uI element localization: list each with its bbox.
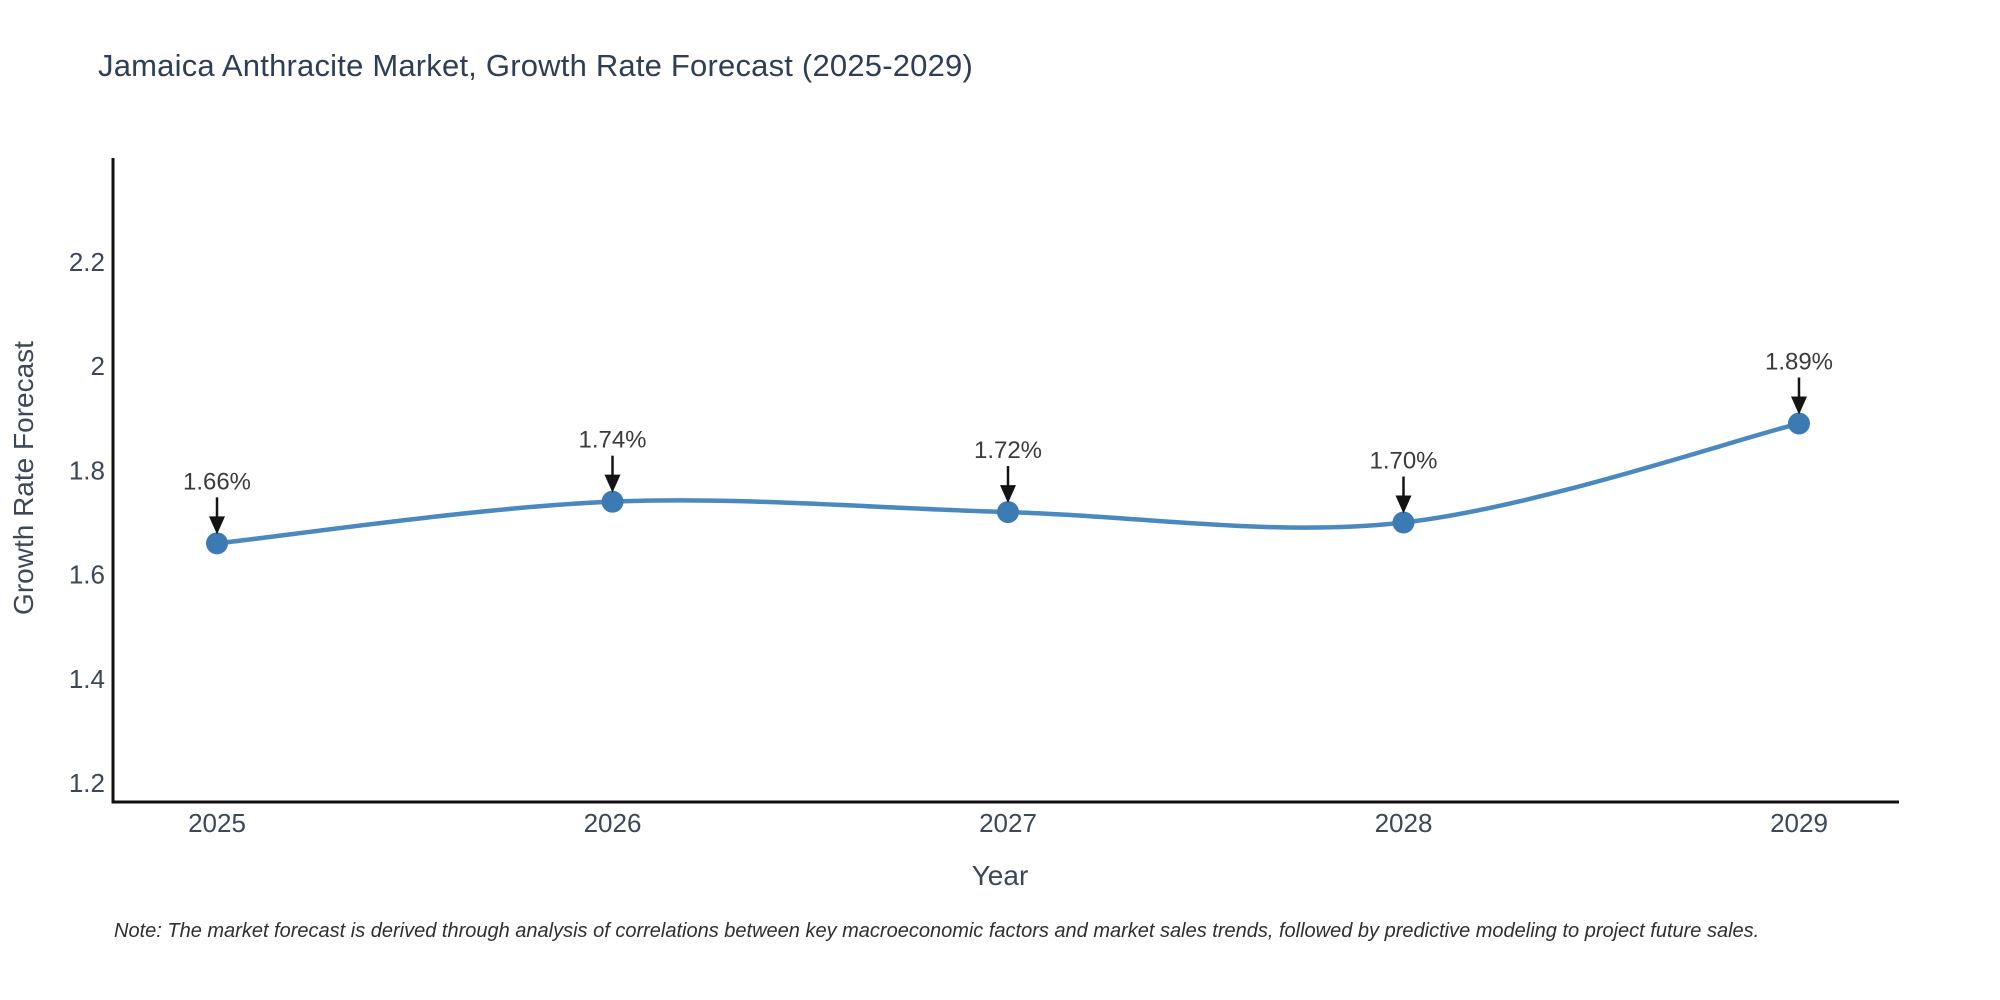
x-axis-label: Year xyxy=(972,860,1029,891)
point-annotations: 1.66% 1.74% 1.72% 1.70% 1.89% xyxy=(183,349,1833,535)
annotation-arrow-head xyxy=(604,474,621,493)
x-tick-label: 2025 xyxy=(188,808,246,838)
x-tick-label: 2029 xyxy=(1770,808,1828,838)
point-value-label: 1.72% xyxy=(974,437,1042,464)
x-axis-tick-labels: 2025 2026 2027 2028 2029 xyxy=(188,808,1828,838)
point-value-label: 1.66% xyxy=(183,468,251,495)
y-tick-label: 1.2 xyxy=(69,768,105,798)
x-tick-label: 2026 xyxy=(584,808,642,838)
y-tick-label: 2 xyxy=(91,351,105,381)
data-point-marker xyxy=(997,501,1019,524)
y-tick-label: 1.6 xyxy=(69,560,105,590)
y-tick-label: 1.4 xyxy=(69,664,105,694)
data-point-marker xyxy=(206,532,228,555)
data-point-marker xyxy=(1788,412,1810,435)
y-axis-tick-labels: 1.2 1.4 1.6 1.8 2 2.2 xyxy=(69,247,105,798)
annotation-arrow-head xyxy=(1000,485,1016,504)
line-series xyxy=(206,412,1810,555)
annotation-arrow-head xyxy=(209,516,225,535)
x-tick-label: 2027 xyxy=(979,808,1037,838)
x-tick-label: 2028 xyxy=(1375,808,1433,838)
point-value-label: 1.70% xyxy=(1369,448,1437,475)
y-axis-label: Growth Rate Forecast xyxy=(8,341,39,615)
footnote: Note: The market forecast is derived thr… xyxy=(114,920,1760,942)
data-point-marker xyxy=(601,490,624,513)
point-value-label: 1.74% xyxy=(578,427,646,454)
y-tick-label: 2.2 xyxy=(69,247,105,277)
y-tick-label: 1.8 xyxy=(69,455,105,485)
data-point-marker xyxy=(1392,511,1415,534)
annotation-arrow-head xyxy=(1395,495,1412,514)
point-value-label: 1.89% xyxy=(1765,349,1833,376)
chart-title: Jamaica Anthracite Market, Growth Rate F… xyxy=(98,48,974,83)
annotation-arrow-head xyxy=(1791,396,1807,415)
